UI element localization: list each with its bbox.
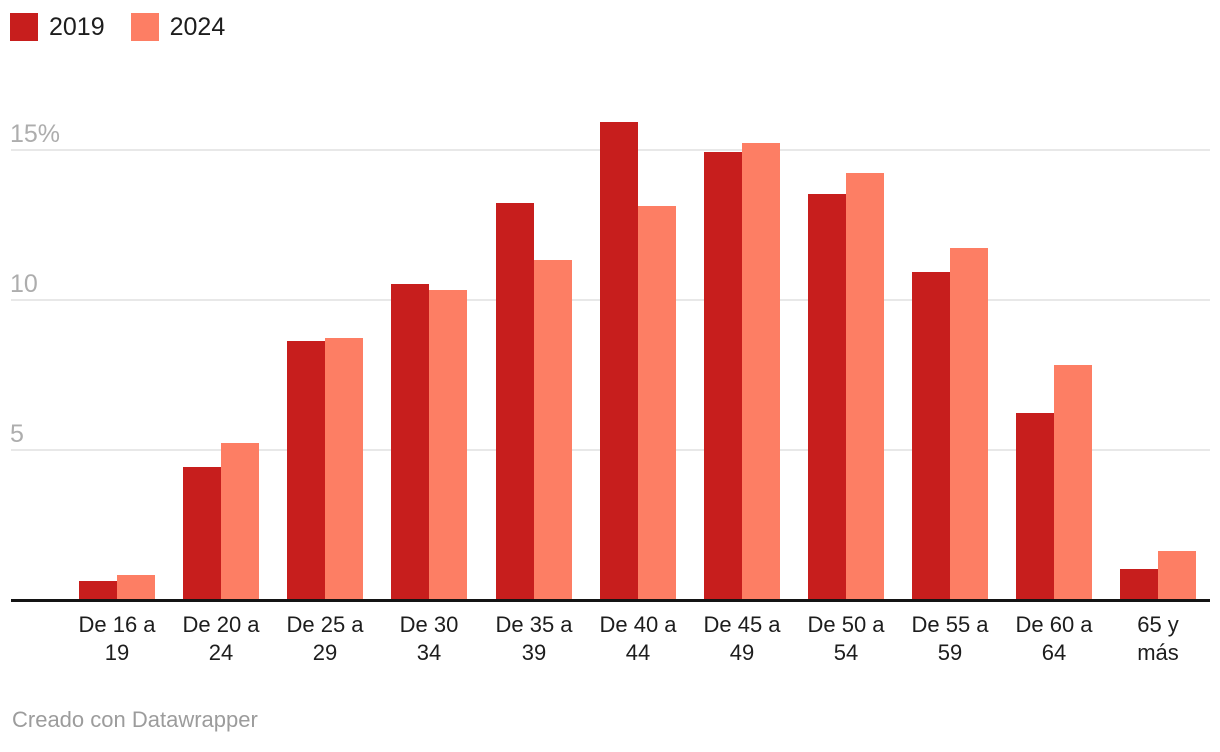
x-tick-label-8: De 50 a 54 xyxy=(807,612,885,665)
y-tick-label-15: 15% xyxy=(10,120,61,148)
bar-2024-5 xyxy=(534,260,572,599)
bar-2019-4 xyxy=(391,284,429,599)
legend-swatch-2024 xyxy=(130,13,159,41)
bar-2019-11 xyxy=(1120,569,1158,599)
bar-2019-8 xyxy=(808,194,846,599)
bar-2024-11 xyxy=(1158,551,1196,599)
x-tick-label-3: De 25 a 29 xyxy=(286,612,364,665)
bar-2024-4 xyxy=(429,290,467,599)
bar-2024-1 xyxy=(117,575,155,599)
credit-line: Creado con Datawrapper xyxy=(12,707,258,732)
y-tick-label-5: 5 xyxy=(10,420,24,448)
bar-2024-8 xyxy=(846,173,884,599)
bar-2019-1 xyxy=(79,581,117,599)
x-tick-label-5: De 35 a 39 xyxy=(495,612,573,665)
bar-2024-10 xyxy=(1054,365,1092,599)
x-tick-label-11: 65 y más xyxy=(1137,612,1179,665)
bar-2019-9 xyxy=(912,272,950,599)
x-tick-label-6: De 40 a 44 xyxy=(599,612,677,665)
x-tick-label-7: De 45 a 49 xyxy=(703,612,781,665)
legend-label-2019: 2019 xyxy=(49,13,105,41)
chart-legend: 2019 2024 xyxy=(10,13,251,41)
bar-2019-7 xyxy=(704,152,742,599)
x-tick-label-10: De 60 a 64 xyxy=(1015,612,1093,665)
legend-item-2024: 2024 xyxy=(130,13,226,41)
x-axis-line xyxy=(11,599,1210,602)
bar-2024-6 xyxy=(638,206,676,599)
bar-2024-9 xyxy=(950,248,988,599)
bar-2024-2 xyxy=(221,443,259,599)
legend-label-2024: 2024 xyxy=(169,13,226,41)
bar-2019-3 xyxy=(287,341,325,599)
x-tick-label-4: De 30 34 xyxy=(399,612,459,665)
bar-2019-10 xyxy=(1016,413,1054,599)
bar-2024-3 xyxy=(325,338,363,599)
legend-swatch-2019 xyxy=(10,13,38,41)
bar-2019-2 xyxy=(183,467,221,599)
x-tick-label-1: De 16 a 19 xyxy=(78,612,156,665)
x-tick-label-2: De 20 a 24 xyxy=(182,612,260,665)
x-tick-label-9: De 55 a 59 xyxy=(911,612,989,665)
bar-2024-7 xyxy=(742,143,780,599)
legend-item-2019: 2019 xyxy=(10,13,105,41)
bar-2019-6 xyxy=(600,122,638,599)
bar-2019-5 xyxy=(496,203,534,599)
y-tick-label-10: 10 xyxy=(10,270,38,298)
